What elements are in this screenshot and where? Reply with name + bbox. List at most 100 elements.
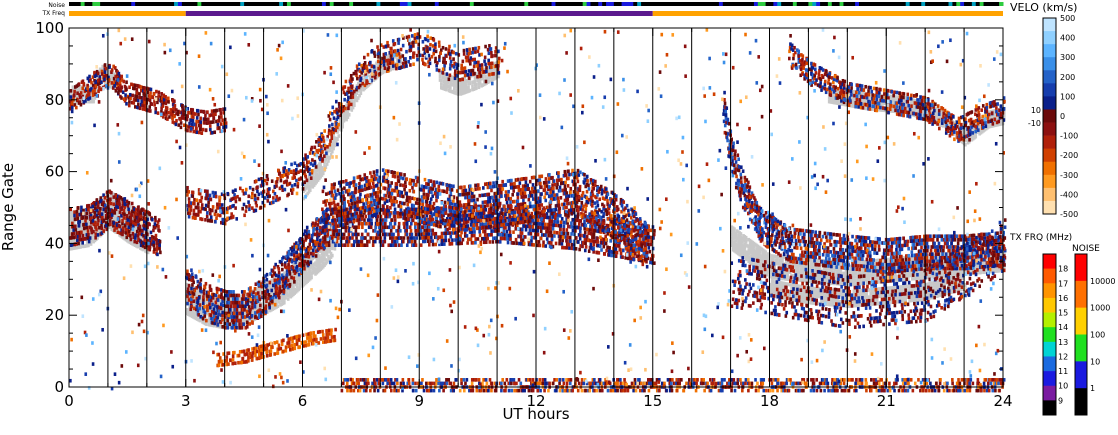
noise-bar-cell <box>676 2 681 6</box>
ground-scatter-cell <box>856 292 860 297</box>
noise-bar <box>69 2 1004 6</box>
noise-bar-cell <box>633 2 638 6</box>
noise-bar-cell <box>897 2 903 6</box>
scatter-cell <box>118 84 122 88</box>
scatter-cell <box>87 92 91 97</box>
ground-scatter-cell <box>328 156 332 160</box>
ground-scatter-cell <box>286 297 290 301</box>
ground-scatter-cell <box>895 278 898 283</box>
noise-bar-cell <box>964 2 969 6</box>
noise-bar-cell <box>874 2 879 6</box>
noise-bar-cell <box>248 2 253 6</box>
ground-scatter-cell <box>818 276 822 281</box>
noise-bar-cell <box>251 2 257 6</box>
noise-bar-cell <box>925 2 930 6</box>
ground-scatter-cell <box>870 107 874 111</box>
scatter-cell <box>86 86 89 90</box>
ground-scatter-cell <box>266 310 269 314</box>
noise-bar-cell <box>567 2 572 6</box>
ground-scatter-cell <box>69 229 72 233</box>
noise-bar-cell <box>228 2 233 6</box>
noise-bar-cell <box>551 2 556 6</box>
ground-scatter-cell <box>198 318 202 323</box>
ground-scatter-cell <box>868 288 871 292</box>
ground-scatter-cell <box>488 79 491 84</box>
noise-bar-cell <box>442 2 447 6</box>
ground-scatter-cell <box>107 225 111 230</box>
ground-scatter-cell <box>944 281 948 285</box>
scatter-cell <box>117 86 121 90</box>
noise-bar-cell <box>851 2 856 6</box>
noise-bar-cell <box>465 2 471 6</box>
noise-bar-cell <box>430 2 436 6</box>
ground-scatter-cell <box>136 244 140 249</box>
ground-scatter-cell <box>312 266 316 270</box>
ground-scatter-cell <box>308 188 312 192</box>
ground-scatter-cell <box>443 72 447 77</box>
noise-bar-cell <box>609 2 615 6</box>
noise-bar-cell <box>792 2 798 6</box>
ground-scatter-cell <box>276 304 280 309</box>
ground-scatter-cell <box>329 152 333 157</box>
noise-bar-cell <box>882 2 887 6</box>
noise-bar-cell <box>240 2 245 6</box>
noise-bar-cell <box>936 2 942 6</box>
ground-scatter-cell <box>871 302 875 306</box>
ground-scatter-cell <box>974 134 978 139</box>
ground-scatter-cell <box>333 246 337 251</box>
ground-scatter-cell <box>341 121 345 125</box>
ground-scatter-cell <box>450 78 453 83</box>
ground-scatter-cell <box>777 254 780 259</box>
noise-bar-cell <box>808 2 813 6</box>
noise-bar-cell <box>209 2 214 6</box>
ground-scatter-cell <box>333 143 337 148</box>
ground-scatter-cell <box>319 263 322 268</box>
ground-scatter-cell <box>318 254 321 258</box>
ground-scatter-cell <box>70 92 73 97</box>
ground-scatter-cell <box>734 231 738 236</box>
ground-scatter-cell <box>862 91 866 96</box>
ground-scatter-cell <box>949 273 953 278</box>
ground-scatter-cell <box>486 66 490 70</box>
scatter-cell <box>96 78 100 83</box>
ground-scatter-cell <box>494 76 498 80</box>
ground-scatter-cell <box>197 289 201 293</box>
noise-bar-cell <box>111 2 117 6</box>
noise-bar-label: Noise <box>48 2 65 9</box>
ground-scatter-cell <box>277 300 281 304</box>
scatter-cell <box>91 75 95 79</box>
ground-scatter-cell <box>324 158 328 162</box>
noise-bar-cell <box>668 2 673 6</box>
noise-bar-cell <box>96 2 101 6</box>
scatter-cell <box>120 96 123 100</box>
scatter-cell <box>128 92 132 97</box>
noise-bar-cell <box>909 2 914 6</box>
ground-scatter-cell <box>879 287 883 291</box>
scatter-cell <box>134 94 137 98</box>
noise-bar-cell <box>415 2 420 6</box>
txfreq-segment <box>652 11 1003 16</box>
noise-bar-cell <box>894 2 899 6</box>
noise-bar-cell <box>691 2 697 6</box>
ground-scatter-cell <box>353 103 356 107</box>
ground-scatter-cell <box>971 133 975 137</box>
ground-scatter-cell <box>935 114 939 118</box>
ground-scatter-cell <box>336 130 339 134</box>
noise-bar-cell <box>197 2 202 6</box>
noise-bar-cell <box>419 2 424 6</box>
ground-scatter-cell <box>87 243 90 248</box>
noise-bar-cell <box>411 2 416 6</box>
scatter-cell <box>137 102 140 107</box>
noise-bar-cell <box>901 2 907 6</box>
noise-bar-cell <box>524 2 529 6</box>
scatter-cell <box>86 83 89 88</box>
ground-scatter-cell <box>296 285 299 289</box>
scatter-cell <box>77 82 81 86</box>
noise-bar-cell <box>349 2 354 6</box>
noise-bar-cell <box>294 2 300 6</box>
noise-bar-cell <box>493 2 498 6</box>
scatter-cell <box>107 75 110 80</box>
ground-scatter-cell <box>983 248 987 253</box>
scatter-cell <box>113 66 117 70</box>
ground-scatter-cell <box>809 272 813 276</box>
